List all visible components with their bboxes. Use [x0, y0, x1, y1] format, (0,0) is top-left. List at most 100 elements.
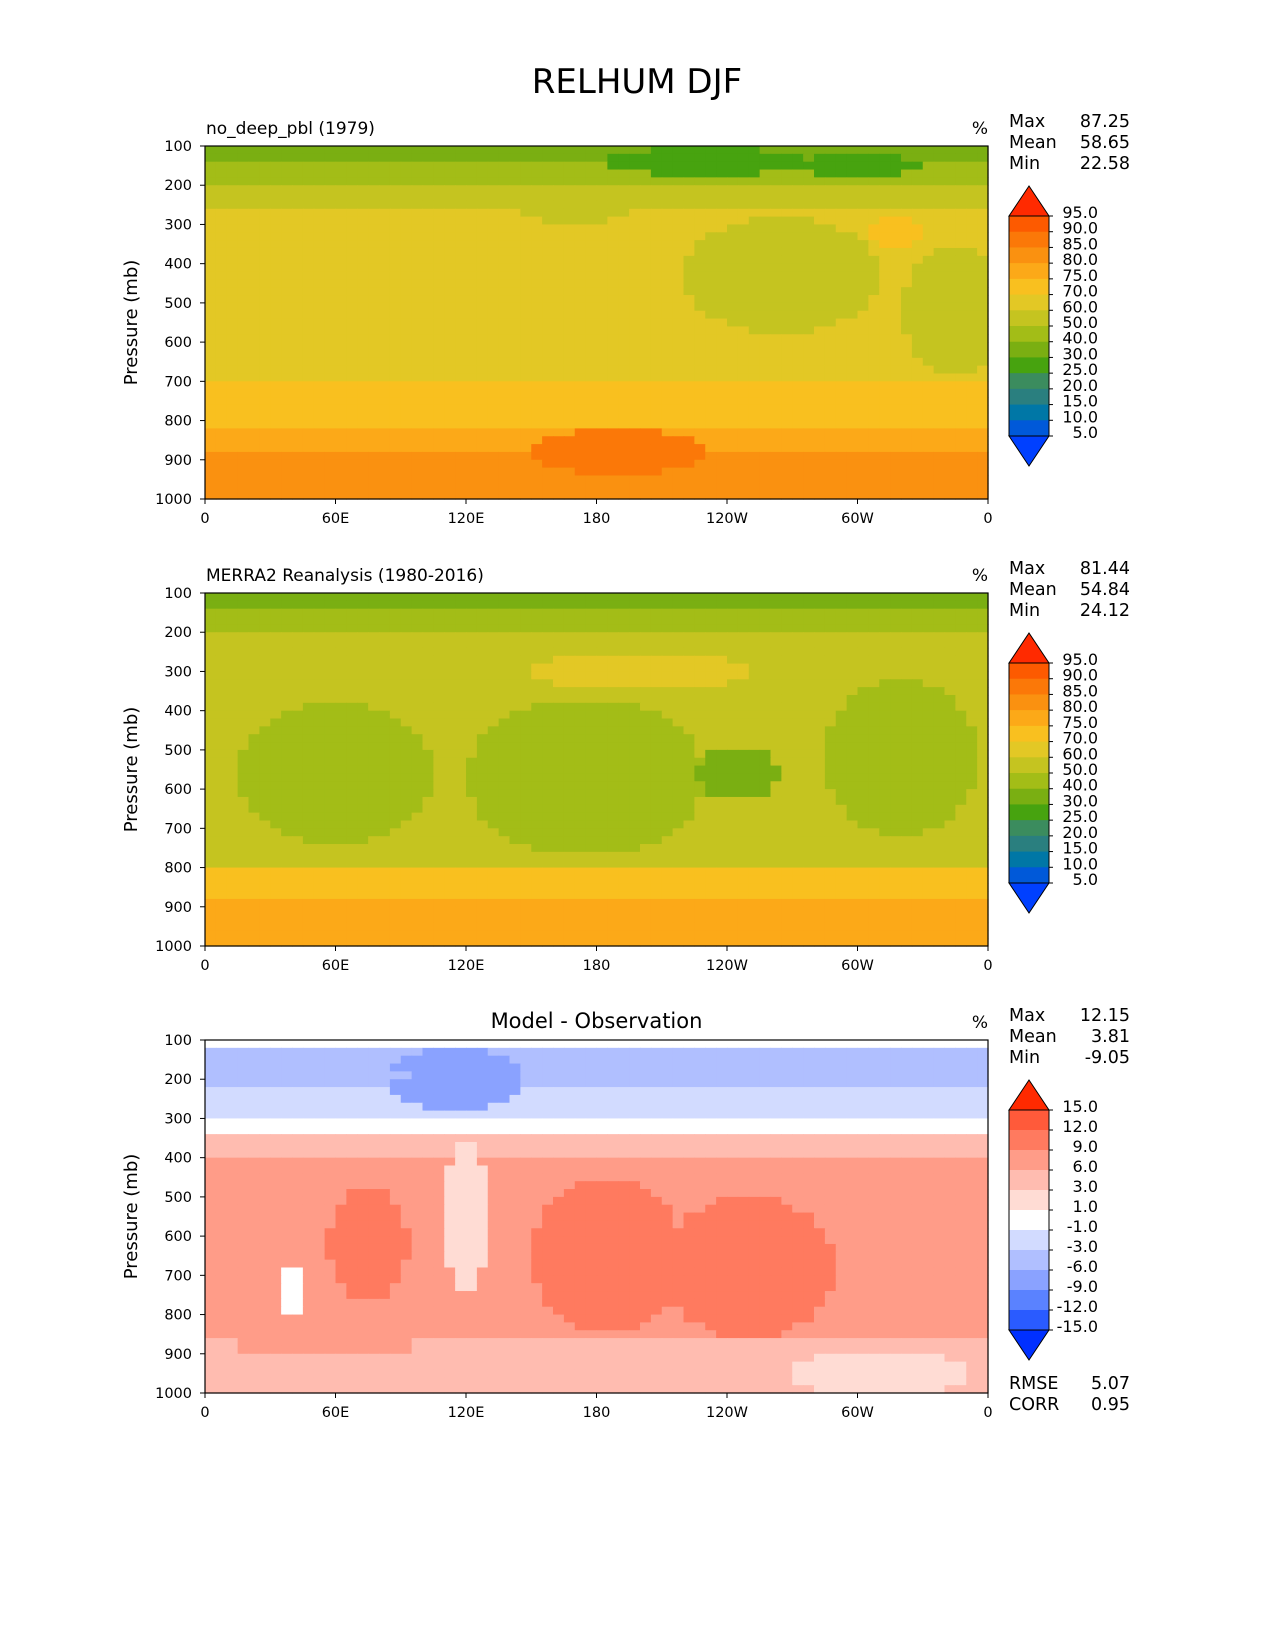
- field-cell: [498, 412, 511, 422]
- field-cell: [248, 240, 260, 249]
- field-cell: [933, 326, 946, 335]
- field-cell: [607, 710, 619, 720]
- field-cell: [792, 451, 804, 461]
- field-cell: [585, 765, 598, 775]
- field-cell: [400, 318, 413, 328]
- field-cell: [379, 169, 391, 178]
- field-cell: [324, 420, 337, 429]
- field-cell: [868, 357, 880, 367]
- field-cell: [835, 632, 848, 641]
- field-cell: [270, 263, 282, 273]
- field-cell: [259, 624, 271, 633]
- field-cell: [596, 436, 608, 445]
- field-cell: [433, 169, 445, 178]
- field-cell: [835, 310, 848, 320]
- field-cell: [694, 687, 706, 696]
- field-cell: [911, 193, 924, 202]
- field-cell: [313, 647, 326, 657]
- field-cell: [694, 663, 706, 673]
- field-cell: [824, 765, 837, 775]
- field-cell: [215, 726, 228, 735]
- field-cell: [455, 459, 467, 469]
- field-cell: [672, 718, 685, 727]
- field-cell: [748, 169, 761, 178]
- field-cell: [596, 153, 608, 163]
- field-cell: [444, 679, 456, 688]
- field-cell: [781, 177, 793, 186]
- field-cell: [922, 655, 935, 665]
- field-cell: [846, 287, 859, 296]
- field-cell: [879, 428, 891, 437]
- field-cell: [694, 177, 706, 186]
- field-cell: [868, 483, 880, 492]
- field-cell: [346, 153, 358, 163]
- field-cell: [226, 765, 239, 775]
- field-cell: [824, 193, 837, 202]
- field-cell: [901, 608, 913, 618]
- field-cell: [335, 342, 347, 351]
- field-cell: [901, 397, 913, 406]
- field-cell: [694, 600, 706, 610]
- field-cell: [205, 326, 217, 335]
- field-cell: [563, 679, 576, 688]
- field-cell: [759, 146, 772, 155]
- field-cell: [966, 765, 978, 775]
- field-cell: [205, 240, 217, 249]
- field-cell: [563, 616, 576, 625]
- field-cell: [476, 742, 489, 751]
- field-cell: [444, 161, 456, 171]
- field-cell: [422, 310, 434, 320]
- field-cell: [661, 271, 674, 280]
- field-cell: [205, 216, 217, 226]
- field-cell: [824, 483, 837, 492]
- field-cell: [324, 373, 337, 382]
- field-cell: [292, 451, 304, 461]
- field-cell: [498, 765, 511, 775]
- field-cell: [270, 146, 282, 155]
- field-cell: [846, 177, 859, 186]
- field-cell: [487, 318, 500, 328]
- field-cell: [563, 655, 576, 665]
- field-cell: [629, 702, 641, 712]
- field-cell: [553, 177, 565, 186]
- field-cell: [922, 295, 935, 304]
- field-cell: [814, 742, 826, 751]
- field-cell: [411, 608, 424, 618]
- field-cell: [205, 146, 217, 155]
- field-cell: [302, 404, 315, 414]
- field-cell: [259, 640, 271, 649]
- field-cell: [487, 436, 500, 445]
- field-cell: [487, 255, 500, 265]
- field-cell: [292, 357, 304, 367]
- field-cell: [335, 444, 347, 453]
- field-cell: [922, 287, 935, 296]
- field-cell: [792, 663, 804, 673]
- field-cell: [433, 655, 445, 665]
- field-cell: [542, 279, 554, 288]
- field-cell: [248, 381, 260, 390]
- field-cell: [824, 255, 837, 265]
- field-cell: [215, 263, 228, 273]
- field-cell: [792, 240, 804, 249]
- field-cell: [346, 608, 358, 618]
- field-cell: [520, 694, 532, 704]
- field-cell: [759, 671, 772, 680]
- field-cell: [509, 349, 521, 359]
- field-cell: [629, 153, 641, 163]
- field-cell: [368, 216, 380, 226]
- field-cell: [389, 334, 402, 343]
- field-cell: [422, 349, 434, 359]
- field-cell: [259, 161, 271, 171]
- field-cell: [346, 389, 358, 398]
- field-cell: [520, 161, 532, 171]
- field-cell: [944, 224, 956, 233]
- field-cell: [824, 326, 837, 335]
- field-cell: [542, 295, 554, 304]
- field-cell: [585, 342, 598, 351]
- field-cell: [857, 224, 869, 233]
- field-cell: [672, 326, 685, 335]
- field-cell: [346, 287, 358, 296]
- field-cell: [694, 647, 706, 657]
- field-cell: [944, 671, 956, 680]
- field-cell: [879, 444, 891, 453]
